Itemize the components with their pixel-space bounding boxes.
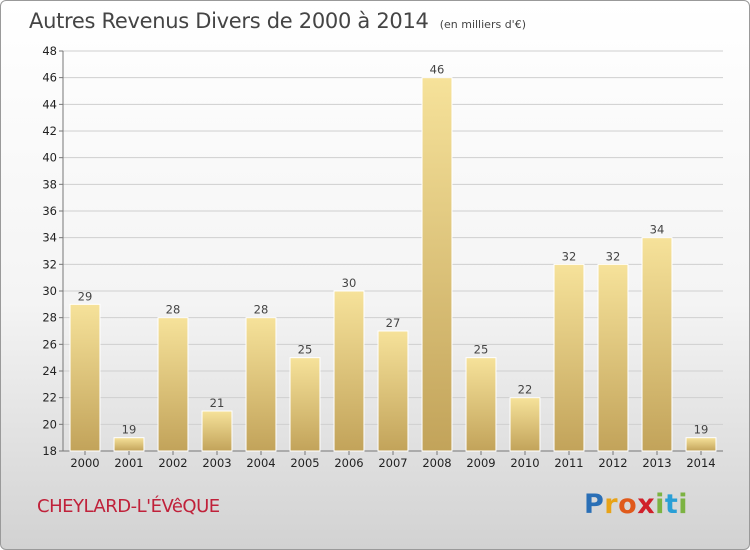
x-tick-label: 2009 (466, 456, 495, 470)
logo-letter: r (604, 489, 619, 520)
x-tick-label: 2012 (598, 456, 627, 470)
bar (641, 237, 673, 452)
data-label: 28 (166, 303, 181, 317)
data-label: 30 (342, 276, 357, 290)
y-tick-label: 24 (42, 364, 57, 378)
town-name: CHEYLARD-L'ÉVêQUE (37, 496, 220, 517)
bar (553, 263, 585, 452)
data-label: 32 (606, 249, 621, 263)
data-label: 19 (122, 423, 137, 437)
chart-title: Autres Revenus Divers de 2000 à 2014 (29, 9, 429, 33)
bar (509, 397, 541, 452)
y-tick-label: 34 (42, 231, 57, 245)
y-tick-label: 38 (42, 177, 57, 191)
bar (113, 437, 145, 452)
y-tick-label: 42 (42, 124, 57, 138)
bar (69, 303, 101, 452)
x-tick-label: 2003 (202, 456, 231, 470)
data-label: 34 (650, 223, 665, 237)
y-tick-label: 20 (42, 417, 57, 431)
logo-letter: P (584, 489, 605, 520)
x-tick-label: 2005 (290, 456, 319, 470)
data-label: 29 (78, 289, 93, 303)
x-tick-label: 2013 (642, 456, 671, 470)
y-tick-label: 48 (42, 44, 57, 58)
y-tick-label: 32 (42, 257, 57, 271)
logo-letter: i (678, 489, 689, 520)
bar (685, 437, 717, 452)
data-label: 25 (474, 343, 489, 357)
data-label: 27 (386, 316, 401, 330)
logo-letter: t (664, 489, 679, 520)
data-label: 32 (562, 249, 577, 263)
bar (157, 317, 189, 452)
chart-subtitle: (en milliers d'€) (439, 18, 526, 31)
bar (201, 410, 233, 452)
y-tick-label: 44 (42, 97, 57, 111)
x-tick-label: 2001 (114, 456, 143, 470)
x-tick-label: 2014 (686, 456, 715, 470)
bar (377, 330, 409, 452)
data-label: 22 (518, 383, 533, 397)
y-tick-label: 46 (42, 71, 57, 85)
bar (245, 317, 277, 452)
x-tick-label: 2002 (158, 456, 187, 470)
data-label: 25 (298, 343, 313, 357)
chart-title-block: Autres Revenus Divers de 2000 à 2014 (en… (29, 9, 526, 33)
x-tick-label: 2006 (334, 456, 363, 470)
bar (421, 77, 453, 452)
bar (597, 263, 629, 452)
y-tick-label: 30 (42, 284, 57, 298)
bar (465, 357, 497, 452)
y-tick-label: 36 (42, 204, 57, 218)
data-label: 46 (430, 63, 445, 77)
logo-letter: o (618, 489, 638, 520)
y-tick-label: 26 (42, 337, 57, 351)
x-tick-label: 2004 (246, 456, 275, 470)
y-tick-label: 22 (42, 391, 57, 405)
bar (289, 357, 321, 452)
data-label: 21 (210, 396, 225, 410)
x-tick-label: 2010 (510, 456, 539, 470)
x-tick-label: 2007 (378, 456, 407, 470)
logo-letter: i (655, 489, 665, 520)
y-tick-label: 40 (42, 151, 57, 165)
x-tick-label: 2008 (422, 456, 451, 470)
data-label: 19 (694, 423, 709, 437)
proxiti-logo[interactable]: Proxiti (584, 489, 688, 520)
x-tick-label: 2011 (554, 456, 583, 470)
x-tick-label: 2000 (70, 456, 99, 470)
bar (333, 290, 365, 452)
logo-letter: x (637, 489, 656, 520)
data-label: 28 (254, 303, 269, 317)
y-tick-label: 18 (42, 444, 57, 458)
y-tick-label: 28 (42, 311, 57, 325)
